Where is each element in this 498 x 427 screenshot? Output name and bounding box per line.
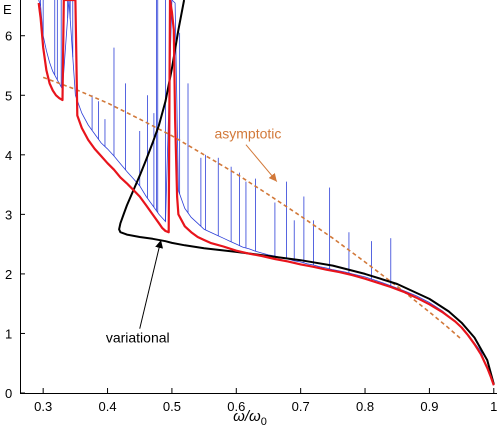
series-group — [37, 0, 495, 386]
x-tick-label: 0.7 — [292, 399, 310, 414]
series-line-exact — [37, 0, 495, 386]
x-axis-label-subscript: 0 — [261, 416, 267, 427]
annotation-label-variational: variational — [106, 330, 170, 346]
x-axis-label-main: ω/ω — [233, 408, 261, 425]
y-tick-label: 6 — [5, 29, 12, 44]
axis-ticks: 0.3 0.4 0.5 0.6 0.7 0.8 0.9 1 0 1 2 3 4 5 6 — [5, 29, 497, 414]
annotation-label-asymptotic: asymptotic — [214, 126, 281, 142]
series-line-spikes-base — [38, 0, 495, 386]
y-tick-label: 5 — [5, 88, 12, 103]
series-line-variational — [118, 0, 495, 385]
x-tick-label: 1 — [490, 399, 497, 414]
y-tick-label: 4 — [5, 148, 12, 163]
y-tick-label: 1 — [5, 326, 12, 341]
x-tick-label: 0.3 — [34, 399, 52, 414]
annotation-arrow-variational — [139, 239, 163, 329]
x-tick-label: 0.8 — [356, 399, 374, 414]
x-tick-label: 0.9 — [420, 399, 438, 414]
y-axis-label: E — [3, 2, 12, 17]
x-tick-label: 0.4 — [99, 399, 117, 414]
annotations: asymptotic variational — [106, 126, 282, 346]
annotation-arrow-asymptotic — [245, 144, 278, 182]
x-tick-label: 0.5 — [163, 399, 181, 414]
y-tick-label: 3 — [5, 207, 12, 222]
y-tick-label: 2 — [5, 267, 12, 282]
series-line-asymptotic — [42, 76, 463, 341]
y-tick-label: 0 — [5, 386, 12, 401]
x-axis-label: ω/ω0 — [233, 408, 267, 427]
x-tick-label: 0.6 — [227, 399, 245, 414]
